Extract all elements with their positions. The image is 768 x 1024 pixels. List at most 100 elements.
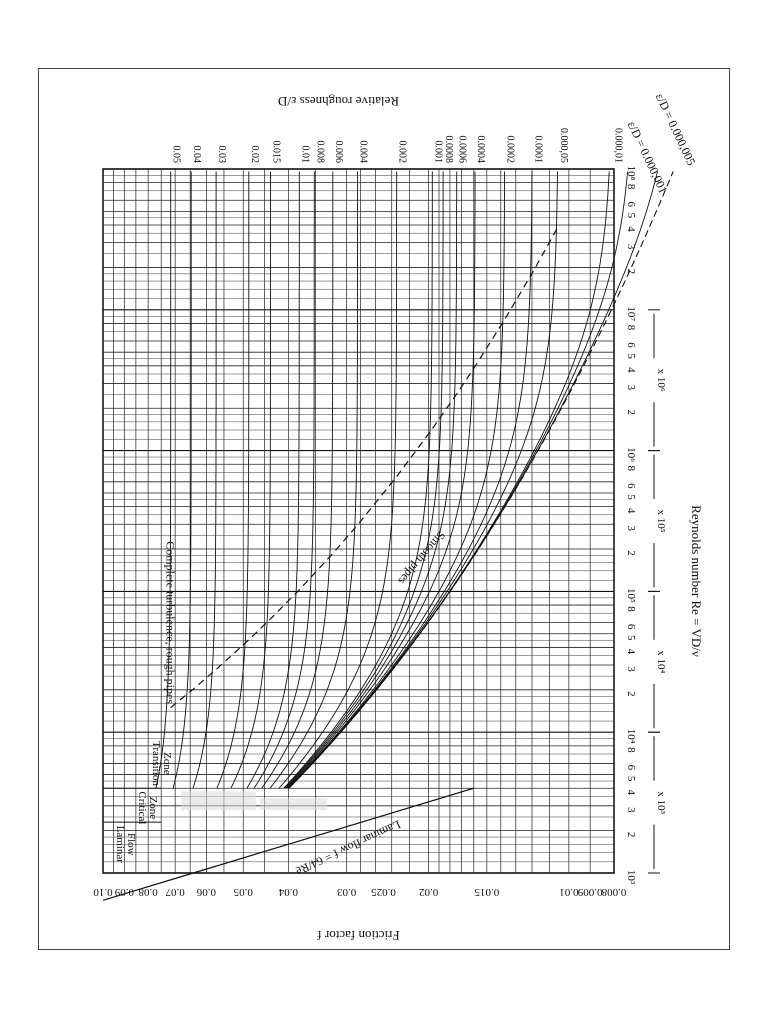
transition-zone-label: Zone (161, 752, 173, 775)
transition-zone-label: Transition (150, 741, 162, 786)
reynolds-minor-label: 2 (625, 832, 637, 838)
friction-tick-label: 0.08 (138, 886, 158, 898)
multiplier-label: x 10³ (655, 791, 667, 814)
moody-diagram: 0.10 0.09 0.08 0.07 0.06 0.05 0.04 0.03 0.025 0.0… (93, 91, 704, 943)
reynolds-decade-label: 10⁸ (625, 166, 637, 181)
roughness-curve-fine (288, 171, 658, 789)
roughness-curve (284, 171, 444, 789)
multiplier-gap (647, 780, 661, 825)
chart-sheet: 0.10 0.09 0.08 0.07 0.06 0.05 0.04 0.03 0.025 0.0… (38, 68, 730, 950)
roughness-label: 0.02 (249, 146, 260, 164)
multiplier-gap (647, 358, 661, 403)
roughness-label: 0.000,05 (558, 128, 569, 163)
friction-tick-label: 0.07 (165, 886, 185, 898)
friction-tick-label: 0.05 (233, 886, 253, 898)
friction-axis-title: Friction factor f (317, 928, 400, 943)
roughness-curve (278, 171, 398, 789)
laminar-line (102, 787, 474, 901)
roughness-label: 0.000,01 (612, 128, 623, 163)
roughness-label: 0.04 (191, 146, 202, 164)
reynolds-minor-label: 4 (625, 789, 637, 795)
reynolds-minor-label: 3 (625, 244, 637, 250)
reynolds-minor-label: 3 (625, 525, 637, 531)
reynolds-minor-label: 8 (625, 465, 637, 471)
reynolds-minor-label: 8 (625, 747, 637, 753)
roughness-curve (286, 171, 476, 789)
reynolds-minor-label: 6 (625, 765, 637, 771)
reynolds-decade-label: 10⁷ (625, 306, 637, 321)
roughness-curve (285, 171, 458, 789)
friction-tick-label: 0.09 (114, 886, 134, 898)
roughness-label: 0.004 (358, 141, 369, 164)
reynolds-minor-label: 4 (625, 508, 637, 514)
reynolds-minor-label: 2 (625, 409, 637, 415)
friction-tick-label: 0.06 (196, 886, 216, 898)
reynolds-minor-label: 6 (625, 483, 637, 489)
roughness-label: 0.0001 (532, 135, 543, 163)
reynolds-minor-label: 6 (625, 624, 637, 630)
critical-zone-shade (181, 791, 256, 811)
roughness-label: 0.05 (171, 146, 182, 164)
multiplier-label: x 10⁵ (655, 509, 667, 532)
roughness-label: 0.0008 (443, 136, 454, 164)
laminar-line-ext (415, 787, 474, 807)
reynolds-minor-label: 8 (625, 606, 637, 612)
roughness-curve-fine (288, 171, 629, 789)
reynolds-minor-label: 6 (625, 342, 637, 348)
roughness-curve (261, 171, 334, 789)
reynolds-minor-label: 8 (625, 184, 637, 190)
roughness-curve (246, 171, 300, 789)
reynolds-minor-label: 5 (625, 353, 637, 359)
friction-tick-label: 0.04 (278, 886, 298, 898)
friction-tick-label: 0.02 (419, 886, 438, 898)
reynolds-minor-label: 3 (625, 666, 637, 672)
roughness-label: 0.006 (333, 141, 344, 164)
smooth-pipe-curve (288, 171, 674, 789)
reynolds-axis-title: Reynolds number Re = VD/ν (689, 505, 704, 657)
multiplier-label: x 10⁶ (655, 369, 667, 392)
roughness-curve (287, 171, 533, 789)
reynolds-minor-label: 5 (625, 635, 637, 641)
roughness-curve (192, 171, 217, 789)
friction-tick-label: 0.03 (336, 886, 356, 898)
roughness-axis-title: Relative roughness ε/D (278, 94, 399, 109)
friction-tick-label: 0.01 (559, 886, 578, 898)
plot-frame (102, 168, 615, 874)
reynolds-decade-label: 10⁵ (625, 588, 637, 603)
reynolds-decade-label: 10³ (625, 870, 637, 885)
friction-tick-label: 0.10 (93, 886, 113, 898)
roughness-label: 0.002 (397, 141, 408, 164)
friction-tick-label: 0.008 (601, 886, 626, 898)
roughness-label: 0.0002 (505, 136, 516, 164)
multiplier-gap (647, 499, 661, 543)
roughness-label: 0.03 (216, 146, 227, 164)
complete-turbulence-boundary (170, 226, 559, 709)
reynolds-decade-label: 10⁴ (625, 729, 637, 744)
smooth-pipes-label: Smooth pipes (395, 528, 448, 588)
reynolds-minor-label: 8 (625, 325, 637, 331)
roughness-curve (287, 171, 506, 789)
reynolds-minor-label: 2 (625, 691, 637, 697)
roughness-label: 0.01 (299, 146, 310, 164)
reynolds-minor-label: 6 (625, 201, 637, 207)
reynolds-decade-label: 10⁶ (625, 447, 637, 462)
reynolds-minor-label: 3 (625, 807, 637, 813)
roughness-curve (230, 171, 271, 789)
roughness-curve (283, 171, 433, 789)
eps-000005-label: ε/D = 0.000,005 (653, 91, 699, 167)
roughness-curve (172, 171, 192, 789)
roughness-label: 0.008 (314, 141, 325, 164)
reynolds-minor-label: 5 (625, 494, 637, 500)
reynolds-minor-label: 4 (625, 367, 637, 373)
friction-tick-label: 0.025 (371, 886, 396, 898)
roughness-label: 0.015 (271, 141, 282, 164)
roughness-label: 0.0004 (475, 136, 486, 164)
reynolds-minor-label: 4 (625, 226, 637, 232)
reynolds-minor-label: 3 (625, 385, 637, 391)
laminar-zone-label: Laminar (114, 826, 126, 864)
reynolds-minor-label: 4 (625, 649, 637, 655)
multiplier-gap (647, 639, 661, 684)
roughness-curve (253, 171, 315, 789)
multiplier-label: x 10⁴ (655, 650, 667, 673)
reynolds-minor-label: 2 (625, 269, 637, 275)
